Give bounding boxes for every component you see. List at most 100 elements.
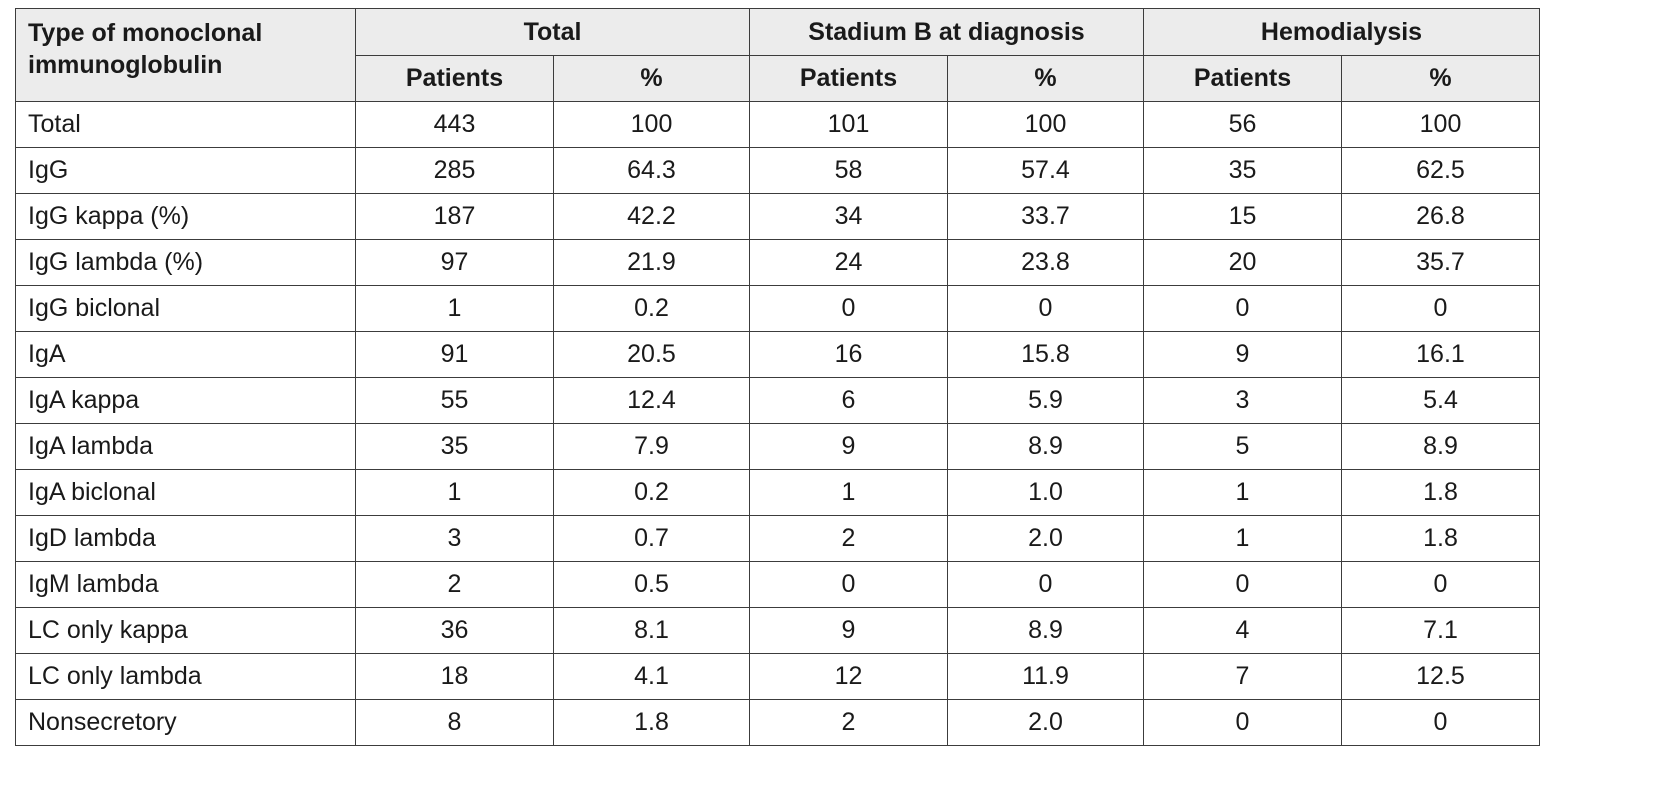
table-cell: 100 [1341,101,1540,148]
table-cell: 0 [1143,285,1342,332]
table-cell: 15 [1143,193,1342,240]
table-cell: 12.5 [1341,653,1540,700]
table-cell: 0.7 [553,515,750,562]
row-label: LC only kappa [15,607,356,654]
table-cell: 58 [749,147,948,194]
table-cell: 2 [749,699,948,746]
row-label: Total [15,101,356,148]
row-label: IgM lambda [15,561,356,608]
table-cell: 1 [1143,469,1342,516]
table-cell: 1 [749,469,948,516]
table-cell: 12.4 [553,377,750,424]
table-cell: 97 [355,239,554,286]
table-row: IgD lambda 3 0.7 2 2.0 1 1.8 [15,515,1540,562]
table-cell: 57.4 [947,147,1144,194]
table-cell: 8.9 [947,607,1144,654]
subcol-header: Patients [1143,55,1342,102]
table-cell: 35 [1143,147,1342,194]
table-cell: 1.8 [1341,469,1540,516]
table-cell: 1.8 [1341,515,1540,562]
table-cell: 0 [947,561,1144,608]
table-cell: 0.2 [553,285,750,332]
table-cell: 56 [1143,101,1342,148]
table-cell: 9 [1143,331,1342,378]
group-header-total: Total [355,8,750,56]
table-row: IgA biclonal 1 0.2 1 1.0 1 1.8 [15,469,1540,516]
table-cell: 0 [1143,561,1342,608]
table-cell: 36 [355,607,554,654]
table-cell: 1 [1143,515,1342,562]
row-label: IgD lambda [15,515,356,562]
table-cell: 0 [1341,285,1540,332]
table-cell: 7 [1143,653,1342,700]
table-cell: 91 [355,331,554,378]
table-row: IgG 285 64.3 58 57.4 35 62.5 [15,147,1540,194]
corner-header: Type of monoclonal immunoglobulin [15,8,356,102]
table-cell: 0 [947,285,1144,332]
table-cell: 2 [355,561,554,608]
table-cell: 12 [749,653,948,700]
group-header-hemodialysis: Hemodialysis [1143,8,1540,56]
row-label: IgA lambda [15,423,356,470]
table-cell: 9 [749,423,948,470]
row-label: IgG [15,147,356,194]
table-cell: 33.7 [947,193,1144,240]
table-cell: 0 [1341,699,1540,746]
table-cell: 7.1 [1341,607,1540,654]
table-cell: 0.2 [553,469,750,516]
table-cell: 8 [355,699,554,746]
table-cell: 64.3 [553,147,750,194]
table-cell: 2 [749,515,948,562]
table-cell: 0.5 [553,561,750,608]
row-label: Nonsecretory [15,699,356,746]
table-cell: 1.8 [553,699,750,746]
table-cell: 285 [355,147,554,194]
table-row: Total 443 100 101 100 56 100 [15,101,1540,148]
table-cell: 4.1 [553,653,750,700]
subcol-header: % [947,55,1144,102]
table-row: IgM lambda 2 0.5 0 0 0 0 [15,561,1540,608]
table-cell: 101 [749,101,948,148]
subcol-header: % [1341,55,1540,102]
table-cell: 1 [355,285,554,332]
row-label: LC only lambda [15,653,356,700]
table-row: LC only lambda 18 4.1 12 11.9 7 12.5 [15,653,1540,700]
row-label: IgG biclonal [15,285,356,332]
row-label: IgG lambda (%) [15,239,356,286]
table-cell: 9 [749,607,948,654]
table-row: IgA lambda 35 7.9 9 8.9 5 8.9 [15,423,1540,470]
table-cell: 16.1 [1341,331,1540,378]
table-cell: 20 [1143,239,1342,286]
table-cell: 8.1 [553,607,750,654]
table-cell: 35 [355,423,554,470]
table-cell: 5 [1143,423,1342,470]
group-header-stadium-b: Stadium B at diagnosis [749,8,1144,56]
table-cell: 5.9 [947,377,1144,424]
row-label: IgG kappa (%) [15,193,356,240]
table-body: Total 443 100 101 100 56 100 IgG 285 64.3 58 57.4 35… [15,101,1540,746]
table-cell: 11.9 [947,653,1144,700]
table-cell: 2.0 [947,699,1144,746]
table-cell: 16 [749,331,948,378]
table-cell: 8.9 [1341,423,1540,470]
table-cell: 21.9 [553,239,750,286]
table-cell: 3 [355,515,554,562]
row-label: IgA biclonal [15,469,356,516]
table-cell: 5.4 [1341,377,1540,424]
table-cell: 0 [749,285,948,332]
table-cell: 2.0 [947,515,1144,562]
table-cell: 1 [355,469,554,516]
table-row: LC only kappa 36 8.1 9 8.9 4 7.1 [15,607,1540,654]
table-row: IgG lambda (%) 97 21.9 24 23.8 20 35.7 [15,239,1540,286]
table-cell: 187 [355,193,554,240]
subcol-header: Patients [749,55,948,102]
table-row: IgA kappa 55 12.4 6 5.9 3 5.4 [15,377,1540,424]
table-cell: 24 [749,239,948,286]
table-cell: 55 [355,377,554,424]
immunoglobulin-table: Type of monoclonal immunoglobulin Total … [15,8,1540,746]
table-cell: 62.5 [1341,147,1540,194]
table-cell: 26.8 [1341,193,1540,240]
table-cell: 6 [749,377,948,424]
table-cell: 18 [355,653,554,700]
table-cell: 100 [553,101,750,148]
